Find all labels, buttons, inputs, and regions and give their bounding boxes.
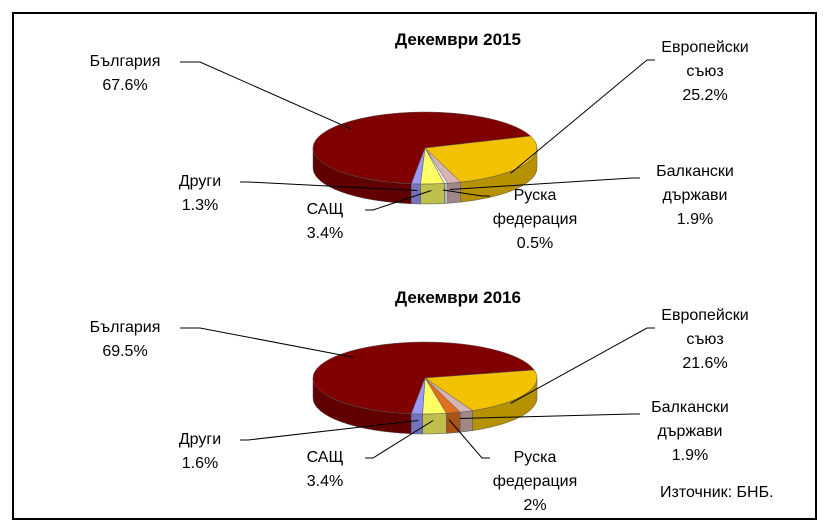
- chart-title: Декември 2016: [395, 288, 521, 307]
- slice-label: България 67.6%: [65, 50, 185, 98]
- category-label: България: [89, 319, 161, 336]
- slice-side: [420, 183, 445, 205]
- leader-line: [460, 413, 640, 419]
- value-label: 25.2%: [682, 87, 728, 104]
- pie-slice: [312, 111, 532, 184]
- slice-label: САЩ 3.4%: [265, 198, 385, 246]
- value-label: 67.6%: [102, 77, 148, 94]
- slice-label: Други 1.6%: [140, 428, 260, 476]
- leader-line: [180, 61, 352, 130]
- leader-line: [448, 419, 490, 459]
- leader-line: [240, 420, 419, 441]
- category-label: България: [89, 53, 161, 70]
- value-label: 3.4%: [306, 225, 344, 242]
- slice-side: [444, 182, 449, 204]
- leader-line: [180, 327, 355, 358]
- pie-slice: [410, 377, 426, 415]
- chart-title: Декември 2015: [395, 30, 521, 49]
- value-label: 21.6%: [682, 355, 728, 372]
- frame-border: [12, 12, 817, 520]
- pie-slice: [424, 135, 538, 183]
- leader-line: [365, 420, 434, 459]
- value-label: 2%: [523, 497, 547, 514]
- category-label: Руска федерация: [492, 187, 578, 228]
- category-label: Други: [178, 173, 222, 190]
- category-label: Европейски съюз: [661, 307, 749, 348]
- slice-label: Балкански държави 1.9%: [630, 396, 750, 468]
- slice-label: Руска федерация 2%: [475, 446, 595, 518]
- leader-line: [510, 59, 655, 174]
- category-label: Руска федерация: [492, 449, 578, 490]
- pie-slice: [424, 369, 538, 411]
- leader-line: [449, 177, 640, 191]
- slice-side: [411, 183, 421, 205]
- category-label: Балкански държави: [656, 163, 734, 204]
- leader-line: [240, 181, 418, 191]
- slice-label: САЩ 3.4%: [265, 446, 385, 494]
- category-label: САЩ: [306, 201, 344, 218]
- value-label: 1.9%: [671, 447, 709, 464]
- value-label: 1.3%: [181, 197, 219, 214]
- leader-line: [442, 189, 490, 197]
- value-label: 69.5%: [102, 343, 148, 360]
- pie-slice: [312, 341, 535, 414]
- value-label: 0.5%: [516, 235, 554, 252]
- pie-slice: [410, 147, 426, 185]
- slice-label: Европейски съюз 25.2%: [645, 36, 765, 108]
- slice-label: България 69.5%: [65, 316, 185, 364]
- slice-label: Балкански държави 1.9%: [635, 160, 755, 232]
- category-label: САЩ: [306, 449, 344, 466]
- value-label: 3.4%: [306, 473, 344, 490]
- category-label: Европейски съюз: [661, 39, 749, 80]
- slice-label: Европейски съюз 21.6%: [645, 304, 765, 376]
- slice-side: [422, 413, 447, 435]
- category-label: Други: [178, 431, 222, 448]
- leader-line: [510, 327, 655, 404]
- slice-label: Други 1.3%: [140, 170, 260, 218]
- slice-side: [459, 410, 473, 433]
- slice-label: Руска федерация 0.5%: [475, 184, 595, 256]
- value-label: 1.6%: [181, 455, 219, 472]
- source-note: Източник: БНБ.: [660, 484, 774, 501]
- leader-line: [365, 190, 432, 211]
- value-label: 1.9%: [676, 211, 714, 228]
- category-label: Балкански държави: [651, 399, 729, 440]
